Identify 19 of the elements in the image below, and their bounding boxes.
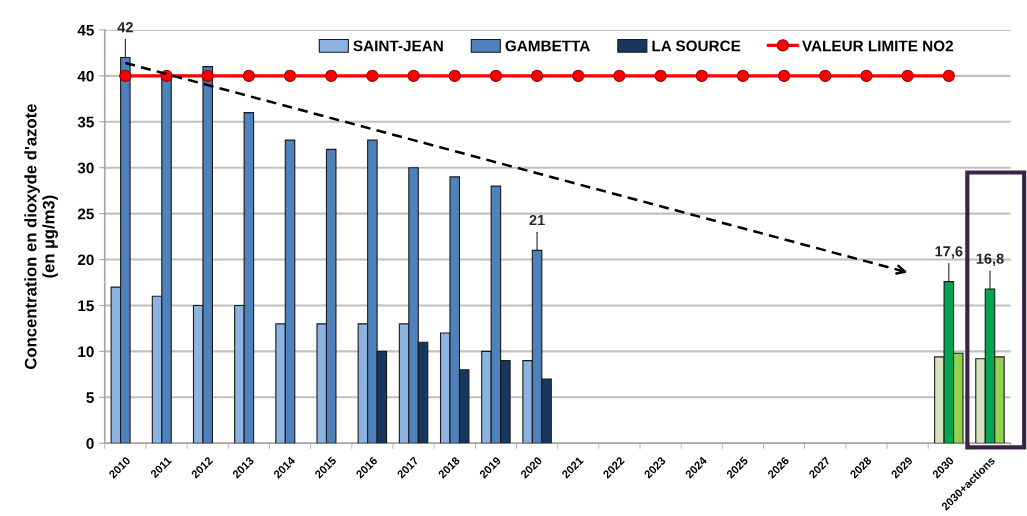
y-axis-title: Concentration en dioxyde d'azote (en µg/m3) <box>24 104 58 369</box>
legend-label: GAMBETTA <box>505 40 590 52</box>
legend-label: VALEUR LIMITE NO2 <box>802 40 953 52</box>
y-tick-label: 15 <box>78 300 94 312</box>
y-tick-label: 45 <box>77 24 94 36</box>
data-label: 21 <box>529 214 545 226</box>
y-tick-label: 25 <box>77 208 94 220</box>
legend-label: SAINT-JEAN <box>353 40 443 52</box>
y-tick-label: 10 <box>78 346 94 358</box>
data-label: 17,6 <box>935 246 963 259</box>
y-tick-label: 35 <box>77 116 94 128</box>
y-tick-label: 30 <box>77 162 94 174</box>
data-label: 16,8 <box>976 253 1004 266</box>
y-tick-label: 40 <box>77 70 94 82</box>
data-label: 42 <box>117 22 133 33</box>
y-tick-label: 5 <box>86 392 94 404</box>
y-tick-label: 20 <box>77 254 94 266</box>
legend-label: LA SOURCE <box>652 40 741 52</box>
y-tick-label: 0 <box>86 438 94 449</box>
